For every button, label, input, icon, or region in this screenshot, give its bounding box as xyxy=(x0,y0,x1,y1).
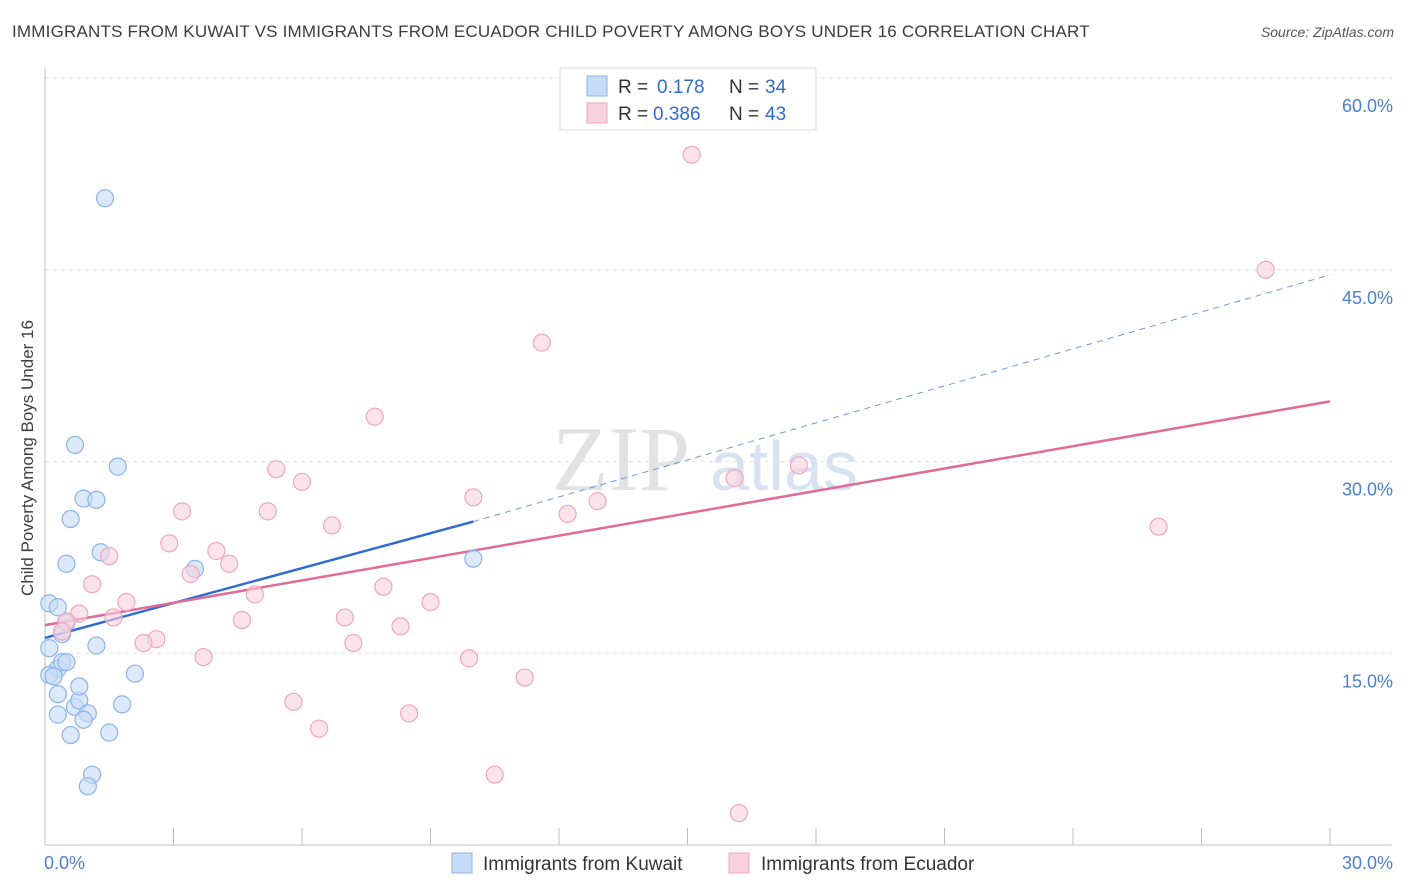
ecuador-point xyxy=(421,593,440,612)
ecuador-point xyxy=(344,633,363,653)
kuwait-point xyxy=(70,677,89,696)
legend-r-label-ecuador: R = xyxy=(618,104,648,125)
ecuador-point xyxy=(322,516,342,535)
legend-n-value-kuwait: 34 xyxy=(765,77,787,98)
ecuador-point xyxy=(515,668,534,687)
kuwait-point xyxy=(100,723,119,742)
ecuador-point xyxy=(789,456,808,475)
kuwait-point xyxy=(87,636,106,655)
kuwait-point xyxy=(464,549,483,568)
y-tick-label: 15.0% xyxy=(1342,671,1393,691)
ecuador-point xyxy=(365,407,384,426)
kuwait-point xyxy=(87,490,106,509)
watermark-zip: ZIP xyxy=(552,408,690,510)
ecuador-point xyxy=(83,575,102,594)
ecuador-point xyxy=(245,585,264,604)
ecuador-point xyxy=(267,460,286,479)
legend-r-label-kuwait: R = xyxy=(618,77,648,98)
y-tick-label: 30.0% xyxy=(1342,480,1393,500)
ecuador-point xyxy=(729,803,749,823)
ecuador-point xyxy=(335,608,354,627)
watermark-atlas: atlas xyxy=(710,427,858,505)
ecuador-point xyxy=(1149,517,1168,536)
kuwait-point xyxy=(61,725,80,745)
x-tick-label-max: 30.0% xyxy=(1342,853,1393,873)
ecuador-point xyxy=(258,502,277,521)
kuwait-point xyxy=(74,710,93,729)
legend-r-value-kuwait: 0.178 xyxy=(657,77,705,98)
ecuador-point xyxy=(172,502,192,521)
ecuador-point xyxy=(725,469,744,488)
ecuador-point xyxy=(181,564,200,584)
kuwait-point xyxy=(108,457,127,476)
ecuador-point xyxy=(117,593,136,612)
kuwait-trend-extension xyxy=(473,274,1331,523)
ecuador-point xyxy=(284,692,303,711)
source-credit: Source: ZipAtlas.com xyxy=(1260,24,1394,40)
ecuador-point xyxy=(391,617,410,636)
data-points xyxy=(40,145,1275,823)
y-axis-label: Child Poverty Among Boys Under 16 xyxy=(18,320,37,596)
kuwait-point xyxy=(78,777,97,796)
ecuador-point xyxy=(207,541,226,561)
ecuador-point xyxy=(134,633,153,653)
legend-swatch-ecuador xyxy=(586,102,608,124)
ecuador-point xyxy=(310,719,329,738)
ecuador-point xyxy=(588,492,607,511)
legend-n-label-ecuador: N = xyxy=(729,104,759,125)
series-legend: Immigrants from Kuwait Immigrants from E… xyxy=(451,852,975,875)
ecuador-point xyxy=(53,622,72,641)
axes xyxy=(44,68,1392,846)
ecuador-point xyxy=(232,610,252,630)
y-tick-labels: 15.0% 30.0% 45.0% 60.0% xyxy=(1342,96,1393,691)
ecuador-point xyxy=(100,546,119,566)
series-legend-label-ecuador: Immigrants from Ecuador xyxy=(761,854,975,875)
legend-n-value-ecuador: 43 xyxy=(765,104,786,125)
kuwait-point xyxy=(61,509,80,529)
legend-swatch-kuwait xyxy=(586,75,608,97)
chart-title: IMMIGRANTS FROM KUWAIT VS IMMIGRANTS FRO… xyxy=(12,22,1090,41)
kuwait-point xyxy=(95,189,115,208)
kuwait-point xyxy=(57,653,76,672)
kuwait-point xyxy=(48,685,67,704)
legend-n-label-kuwait: N = xyxy=(729,77,759,98)
ecuador-point xyxy=(558,504,577,524)
kuwait-point xyxy=(112,695,132,714)
y-tick-label: 45.0% xyxy=(1342,288,1393,308)
series-legend-swatch-kuwait xyxy=(451,852,473,874)
kuwait-point xyxy=(57,554,76,573)
ecuador-point xyxy=(682,145,701,164)
ecuador-point xyxy=(160,534,179,553)
ecuador-point xyxy=(459,649,479,668)
kuwait-point xyxy=(48,598,67,617)
kuwait-point xyxy=(48,705,67,724)
ecuador-point xyxy=(399,704,419,723)
kuwait-point xyxy=(65,435,85,454)
x-ticks xyxy=(44,828,1331,845)
ecuador-point xyxy=(485,765,504,784)
ecuador-point xyxy=(104,608,123,627)
y-tick-label: 60.0% xyxy=(1342,96,1393,116)
ecuador-point xyxy=(532,333,551,352)
ecuador-point xyxy=(374,577,393,596)
gridlines xyxy=(45,77,1392,654)
ecuador-point xyxy=(292,472,312,492)
kuwait-point xyxy=(40,639,59,658)
kuwait-point xyxy=(44,667,63,686)
series-legend-label-kuwait: Immigrants from Kuwait xyxy=(483,854,683,875)
ecuador-point xyxy=(464,488,483,507)
ecuador-point xyxy=(1256,260,1275,279)
correlation-legend: R = 0.178 N = 34 R = 0.386 N = 43 xyxy=(559,67,817,131)
kuwait-point xyxy=(125,664,145,683)
series-legend-swatch-ecuador xyxy=(728,852,750,874)
legend-r-value-ecuador: 0.386 xyxy=(653,104,701,125)
x-tick-label-min: 0.0% xyxy=(44,853,85,873)
ecuador-point xyxy=(220,554,239,573)
ecuador-point xyxy=(194,647,213,667)
